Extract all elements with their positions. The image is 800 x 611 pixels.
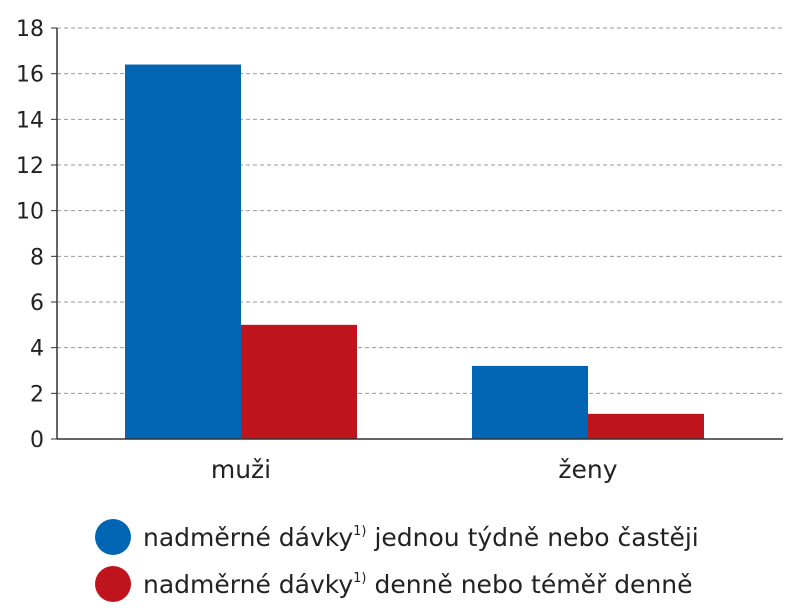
x-axis-categories: muži ženy: [211, 455, 618, 484]
legend-marker-1: [95, 519, 131, 555]
bar-2-2: [588, 413, 704, 439]
y-tick-label: 2: [30, 382, 44, 407]
legend-marker-2: [95, 566, 131, 602]
y-tick-label: 4: [30, 337, 44, 362]
legend-label-1: nadměrné dávky1) jednou týdně nebo častě…: [143, 523, 699, 552]
y-tick-label: 18: [16, 17, 44, 42]
bar-2-1: [241, 324, 357, 439]
legend-label-2: nadměrné dávky1) denně nebo téměř denně: [143, 570, 693, 599]
bars: [125, 64, 704, 440]
y-tick-label: 14: [16, 108, 44, 133]
y-tick-label: 12: [16, 154, 44, 179]
y-tick-label: 10: [16, 200, 44, 225]
y-tick-label: 0: [30, 428, 44, 453]
y-tick-label: 16: [16, 63, 44, 88]
legend: nadměrné dávky1) jednou týdně nebo častě…: [95, 519, 699, 602]
bar-1-1: [125, 64, 241, 440]
x-category-label: ženy: [558, 455, 617, 484]
y-tick-label: 8: [30, 245, 44, 270]
y-axis-ticks: 0 2 4 6 8 10 12 14 16 18: [16, 17, 57, 453]
y-tick-label: 6: [30, 291, 44, 316]
x-category-label: muži: [211, 455, 271, 484]
bar-1-2: [472, 365, 588, 439]
